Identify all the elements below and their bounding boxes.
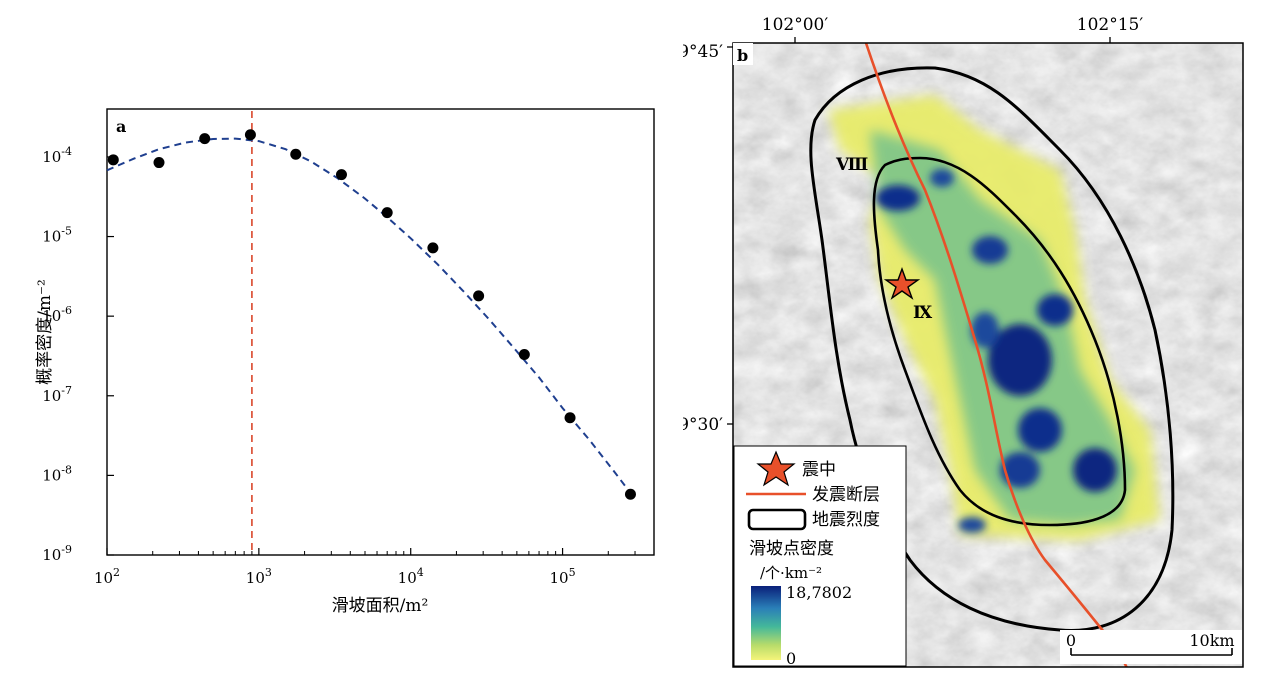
panel-label-b-box bbox=[733, 43, 753, 65]
panel-label-b: b bbox=[737, 46, 748, 65]
y-tick-label-5: 10-9 bbox=[42, 543, 72, 564]
legend-epicenter-icon bbox=[756, 450, 796, 487]
x-tick-label-3: 105 bbox=[550, 566, 576, 587]
y-tick-label-1: 10-5 bbox=[42, 225, 72, 246]
lat-label-2: 29°30′ bbox=[683, 415, 723, 435]
y-tick-label-0: 10-4 bbox=[42, 145, 72, 166]
legend-epicenter-label: 震中 bbox=[802, 460, 836, 480]
x-axis: 102 103 104 105 bbox=[94, 548, 655, 587]
density-heatmap: Ⅷ Ⅸ bbox=[809, 43, 1175, 667]
data-point-11 bbox=[624, 488, 636, 500]
fault-line bbox=[864, 43, 1128, 667]
legend-fault-label: 发震断层 bbox=[812, 485, 880, 505]
density-high-layer bbox=[876, 169, 1117, 533]
outer-intensity-isoline bbox=[809, 66, 1175, 632]
data-point-10 bbox=[564, 412, 576, 424]
legend-intensity-icon bbox=[747, 508, 807, 531]
data-point-3 bbox=[244, 129, 256, 141]
data-point-9 bbox=[518, 348, 530, 360]
legend-density-unit: /个·km⁻² bbox=[760, 564, 822, 582]
scale-bar-bg bbox=[1060, 630, 1242, 664]
scale-bar-end-label: 10km bbox=[1189, 631, 1234, 650]
density-mid-layer bbox=[870, 130, 1135, 525]
fit-curve bbox=[106, 137, 632, 494]
legend-density-max: 18,7802 bbox=[786, 583, 852, 602]
data-point-1 bbox=[153, 157, 165, 169]
plot-frame bbox=[106, 108, 655, 556]
map-frame bbox=[732, 42, 1244, 668]
x-tick-label-1: 103 bbox=[246, 566, 272, 587]
legend-colorbar bbox=[751, 586, 781, 660]
data-point-7 bbox=[427, 242, 439, 254]
legend-density-min: 0 bbox=[786, 649, 796, 668]
data-point-6 bbox=[381, 207, 393, 219]
y-axis-title: 概率密度/m⁻² bbox=[35, 279, 55, 385]
epicenter-star bbox=[883, 266, 921, 300]
scale-bar-start-label: 0 bbox=[1066, 631, 1076, 650]
map-legend: 震中 发震断层 地震烈度 滑坡点密度 /个·km⁻² 18,7802 0 bbox=[733, 445, 907, 668]
lat-label-1: 29°45′ bbox=[683, 42, 723, 62]
scale-bar: 0 10km bbox=[1060, 630, 1242, 664]
lon-label-1: 102°00′ bbox=[762, 15, 829, 35]
y-tick-label-2: 10-6 bbox=[42, 304, 72, 325]
intensity-label-viii: Ⅷ bbox=[835, 155, 868, 175]
data-point-5 bbox=[335, 169, 347, 181]
landslide-frequency-chart: a 102 103 104 105 10-410-510-610-710-810-9 … bbox=[35, 108, 655, 616]
landslide-density-map: Ⅷ Ⅸ b 102°00′ 102°15′ 29°45′ 29°30′ 震中 发… bbox=[683, 15, 1244, 668]
y-tick-label-3: 10-7 bbox=[42, 384, 72, 405]
y-axis: 10-4 10-5 10-6 10-7 10-8 10-9 bbox=[42, 145, 114, 564]
legend-intensity-label: 地震烈度 bbox=[812, 510, 880, 530]
data-points bbox=[107, 129, 636, 500]
x-tick-label-2: 104 bbox=[398, 566, 424, 587]
intensity-label-ix: Ⅸ bbox=[913, 303, 933, 323]
data-point-2 bbox=[199, 133, 211, 145]
x-axis-title: 滑坡面积/m² bbox=[332, 596, 429, 616]
data-point-4 bbox=[290, 148, 302, 160]
data-point-8 bbox=[473, 290, 485, 302]
x-tick-label-0: 102 bbox=[94, 566, 120, 587]
panel-label-a: a bbox=[116, 117, 126, 136]
lon-label-2: 102°15′ bbox=[1077, 15, 1144, 35]
y-tick-label-4: 10-8 bbox=[42, 463, 72, 484]
data-point-0 bbox=[107, 154, 119, 166]
legend-density-title: 滑坡点密度 bbox=[749, 539, 834, 559]
